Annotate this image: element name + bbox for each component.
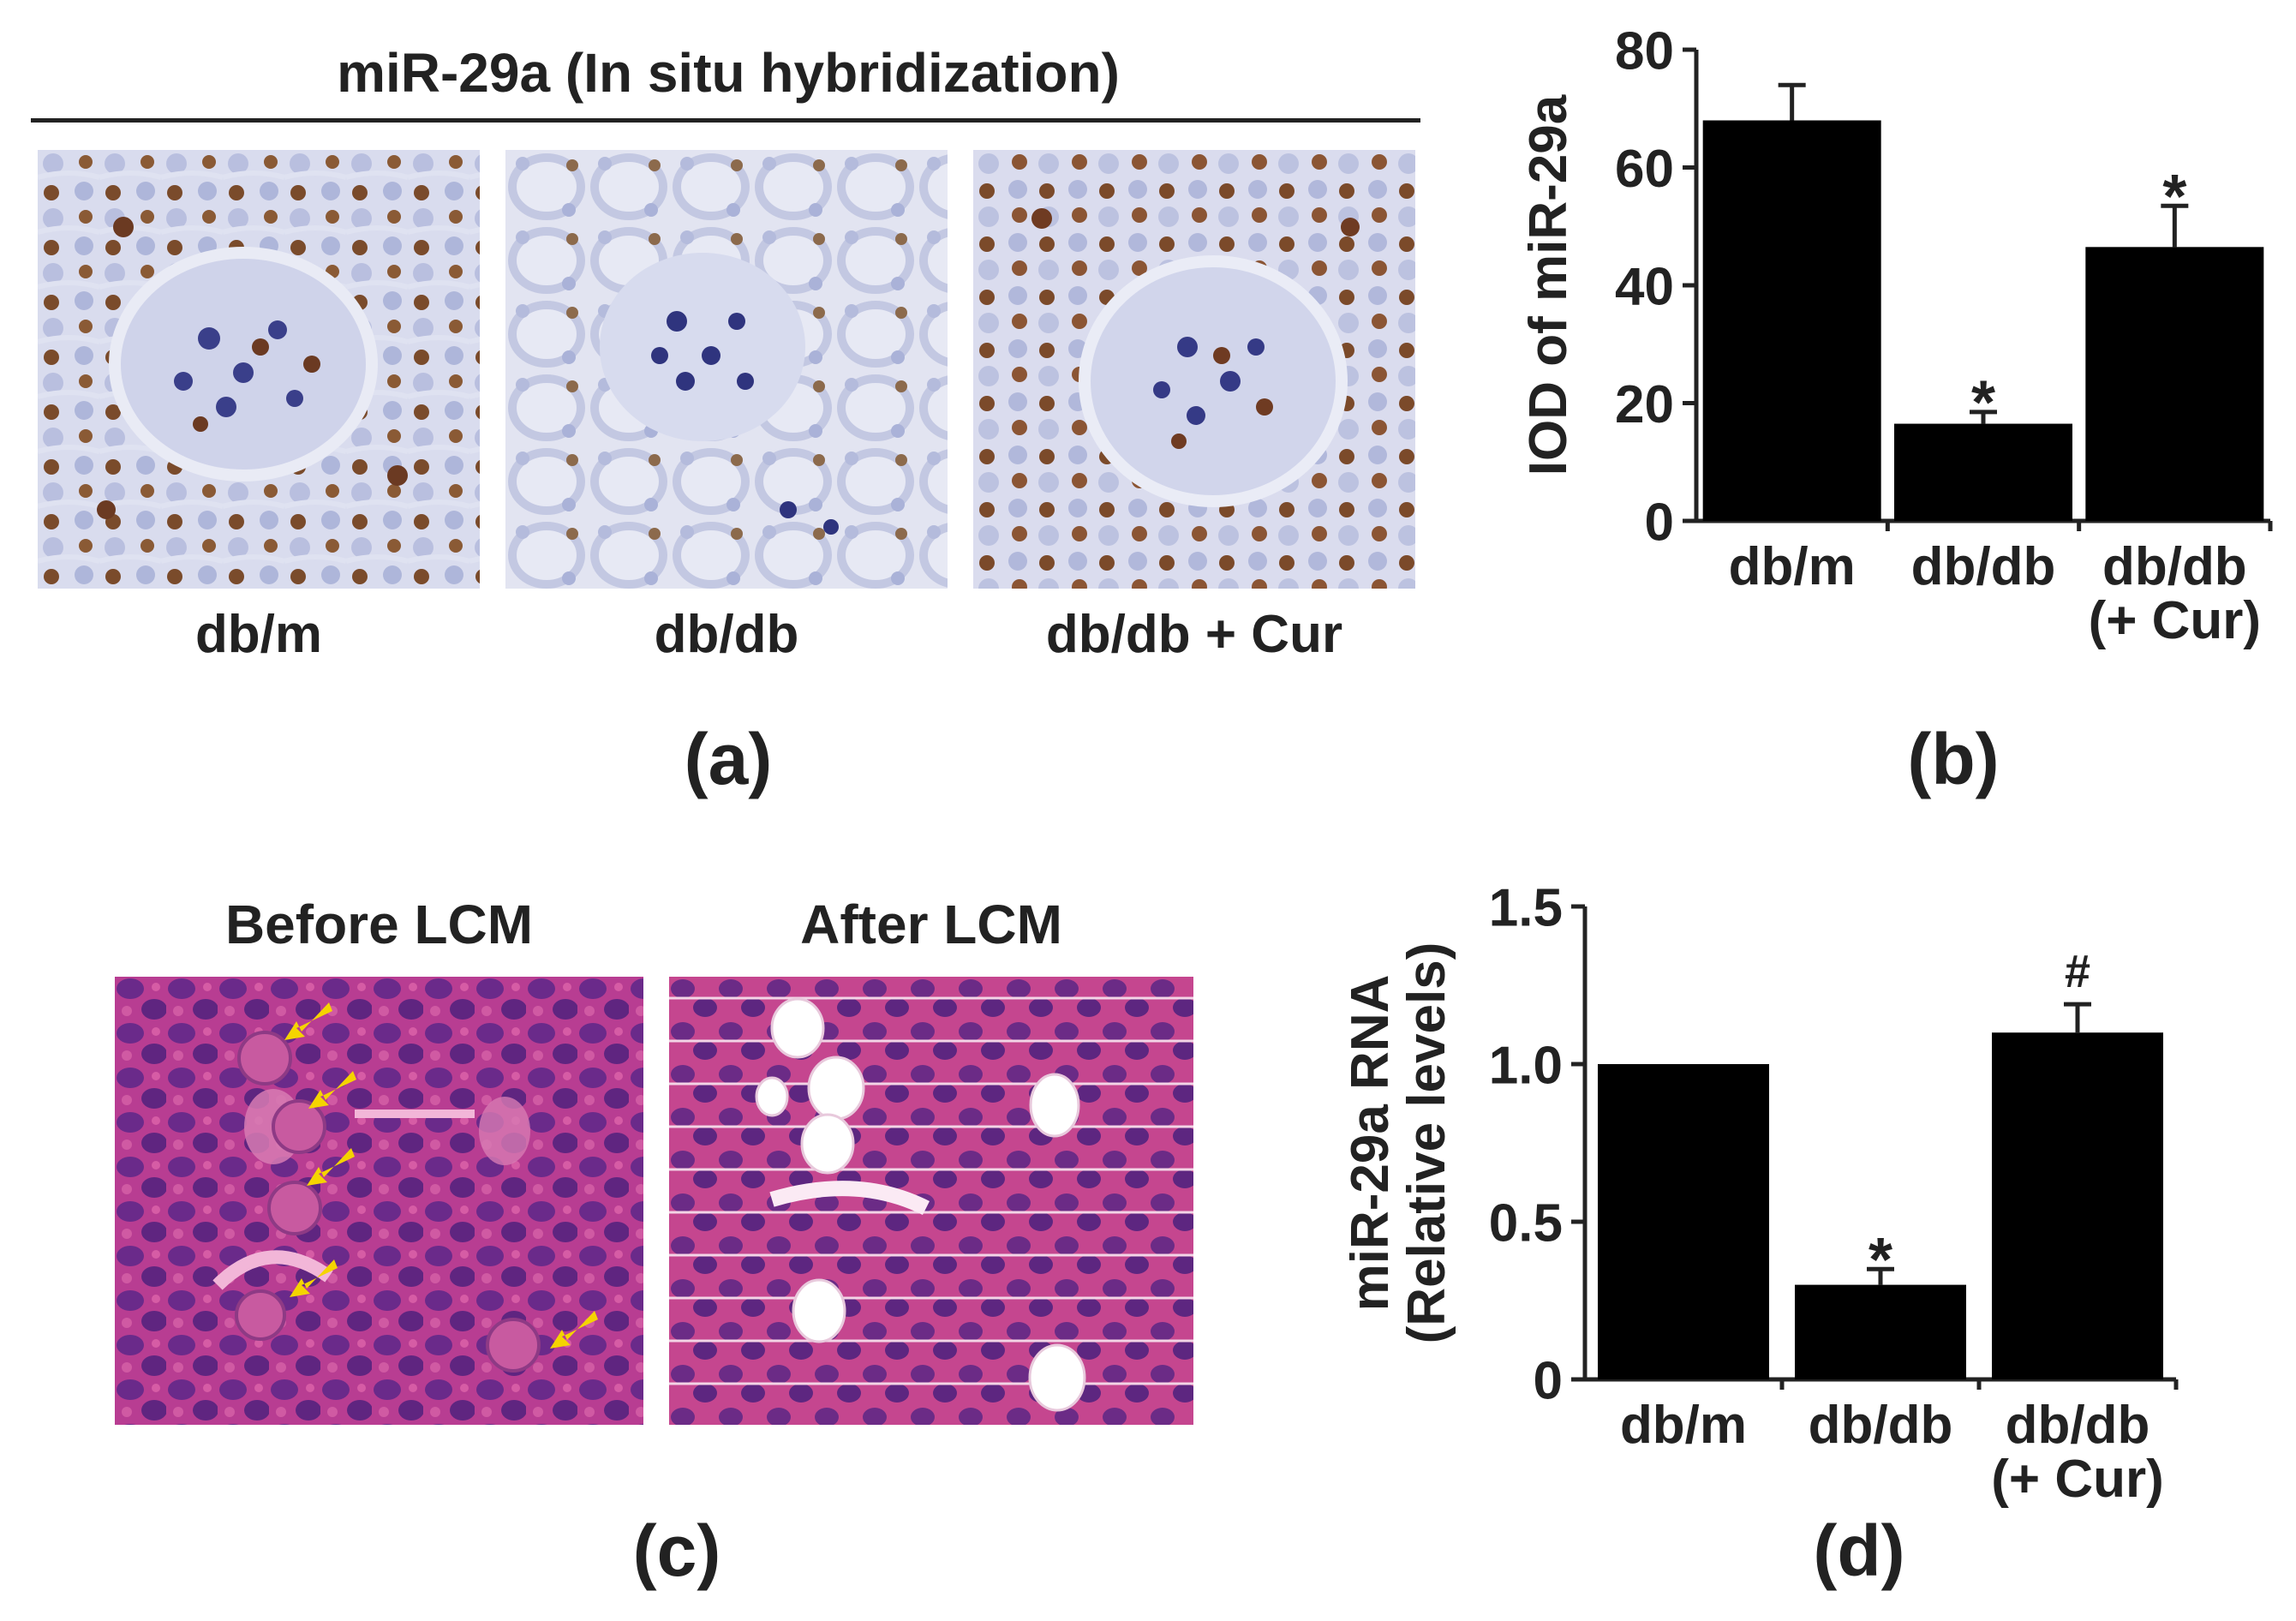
- lcm-label-after: After LCM: [800, 894, 1062, 955]
- panel-a-title-rule: [31, 118, 1420, 123]
- chart-d-y-axis-title: miR-29a RNA: [1341, 975, 1400, 1312]
- chart-d-significance-mark: #: [2065, 946, 2090, 997]
- bar-chart-b: 0 20 40 60 80 IOD of miR-29a db/m * db/db * db/db(…: [1491, 17, 2279, 694]
- micrograph-after-lcm: [669, 977, 1193, 1425]
- chart-b-category-label: db/m: [1729, 537, 1856, 596]
- chart-d-bar: [1992, 1032, 2163, 1379]
- chart-b-category-label: db/db: [1911, 537, 2056, 596]
- chart-d-y-tick-label: 0: [1534, 1351, 1563, 1410]
- panel-label-d: (d): [1813, 1510, 1905, 1591]
- panel-label-c: (c): [632, 1510, 721, 1591]
- chart-d-category-label: db/m: [1620, 1396, 1747, 1455]
- chart-b-y-tick-label: 60: [1615, 140, 1674, 199]
- chart-b-bar: [1894, 423, 2072, 521]
- chart-d-y-axis-title: (Relative levels): [1397, 942, 1456, 1344]
- chart-b-category-label: db/db: [2102, 537, 2247, 596]
- micrograph-before-lcm: [115, 977, 643, 1425]
- bar-chart-d: 0 0.5 1.0 1.5 miR-29a RNA (Relative levels) db…: [1319, 874, 2279, 1525]
- micrograph-label-dbdb-cur: db/db + Cur: [1045, 605, 1343, 664]
- panel-label-b: (b): [1907, 719, 2000, 799]
- chart-d-category-label: db/db: [1809, 1396, 1953, 1455]
- micrograph-dbdb: [505, 150, 948, 589]
- chart-b-bar: [2085, 247, 2264, 521]
- chart-b-y-tick-label: 0: [1645, 493, 1674, 552]
- chart-d-y-tick-label: 1.5: [1489, 878, 1563, 937]
- panel-label-a: (a): [684, 719, 773, 799]
- chart-d-category-label: (+ Cur): [1991, 1450, 2164, 1509]
- chart-b-significance-mark: *: [1971, 368, 1995, 437]
- chart-b-significance-mark: *: [2162, 163, 2186, 231]
- chart-b-bar: [1702, 120, 1881, 521]
- panel-a-title: miR-29a (In situ hybridization): [337, 42, 1120, 104]
- chart-d-bar: [1598, 1064, 1769, 1379]
- chart-d-significance-mark: *: [1868, 1226, 1892, 1295]
- micrograph-dbm: [38, 150, 480, 589]
- chart-d-y-tick-label: 1.0: [1489, 1036, 1563, 1095]
- micrograph-dbdb-cur: [973, 150, 1415, 589]
- chart-b-y-axis-title: IOD of miR-29a: [1519, 94, 1578, 476]
- chart-b-category-label: (+ Cur): [2089, 591, 2262, 650]
- micrograph-label-dbdb: db/db: [654, 605, 799, 664]
- chart-d-bar: [1795, 1284, 1966, 1379]
- lcm-label-before: Before LCM: [224, 894, 534, 955]
- chart-b-y-tick-label: 20: [1615, 375, 1674, 434]
- chart-d-category-label: db/db: [2006, 1396, 2150, 1455]
- chart-b-y-tick-label: 80: [1615, 21, 1674, 81]
- chart-b-y-tick-label: 40: [1615, 257, 1674, 316]
- chart-d-y-tick-label: 0.5: [1489, 1193, 1563, 1253]
- micrograph-label-dbm: db/m: [194, 605, 323, 664]
